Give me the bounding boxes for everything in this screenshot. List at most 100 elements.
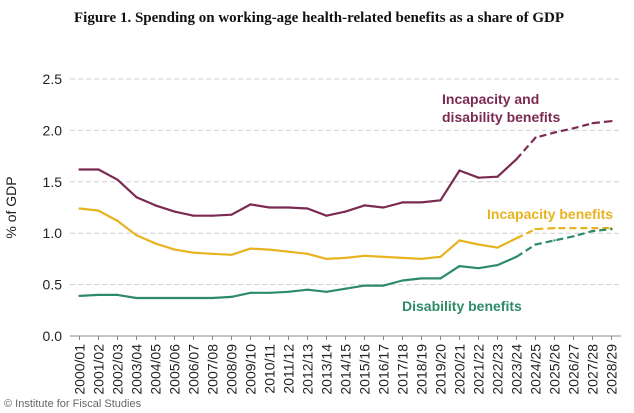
data-point xyxy=(192,214,195,217)
data-point xyxy=(97,293,100,296)
x-tick-label: 2023/24 xyxy=(509,344,525,395)
data-point xyxy=(116,219,119,222)
x-tick-label: 2000/01 xyxy=(72,344,88,395)
y-tick-label: 0.0 xyxy=(43,328,63,344)
series-line-1-actual xyxy=(79,207,517,260)
x-tick-label: 2016/17 xyxy=(376,344,392,395)
data-point xyxy=(572,227,575,230)
series-line-1-projection xyxy=(516,227,612,240)
x-tick-label: 2027/28 xyxy=(585,344,601,395)
series-lines xyxy=(78,120,613,300)
data-point xyxy=(477,243,480,246)
data-point xyxy=(420,201,423,204)
data-point xyxy=(439,199,442,202)
data-point xyxy=(306,207,309,210)
x-tick-label: 2001/02 xyxy=(91,344,107,395)
data-point xyxy=(382,284,385,287)
x-tick-label: 2013/14 xyxy=(319,344,335,395)
series-line-0-actual xyxy=(79,158,518,217)
source-credit: © Institute for Fiscal Studies xyxy=(4,398,142,410)
data-point xyxy=(287,250,290,253)
data-point xyxy=(135,196,138,199)
data-point xyxy=(534,136,537,139)
data-point xyxy=(97,209,100,212)
data-point xyxy=(363,254,366,257)
y-tick-labels: 0.0 0.5 1.0 1.5 2.0 2.5 xyxy=(43,71,63,344)
x-tick-label: 2022/23 xyxy=(490,344,506,395)
data-point xyxy=(268,291,271,294)
x-tick-label: 2020/21 xyxy=(452,344,468,395)
series-line-2-actual xyxy=(79,255,517,300)
data-point xyxy=(78,168,81,171)
data-point xyxy=(591,227,594,230)
x-tick-label: 2005/06 xyxy=(167,344,183,395)
series-labels: Incapacity and disability benefits Incapac… xyxy=(402,91,613,314)
x-tick-label: 2004/05 xyxy=(148,344,164,395)
series-label-0: disability benefits xyxy=(442,109,560,125)
data-point xyxy=(553,131,556,134)
data-point xyxy=(363,204,366,207)
data-point xyxy=(135,234,138,237)
x-tick-label: 2010/11 xyxy=(262,344,278,394)
data-point xyxy=(211,252,214,255)
data-point xyxy=(97,168,100,171)
data-point xyxy=(515,255,518,258)
data-point xyxy=(401,201,404,204)
x-tick-label: 2024/25 xyxy=(528,344,544,395)
data-point xyxy=(401,279,404,282)
data-point xyxy=(211,214,214,217)
chart-title: Figure 1. Spending on working-age health… xyxy=(74,10,565,26)
data-point xyxy=(325,257,328,260)
data-point xyxy=(610,120,613,123)
x-tick-label: 2012/13 xyxy=(300,344,316,395)
data-point xyxy=(325,214,328,217)
data-point xyxy=(306,288,309,291)
data-point xyxy=(230,213,233,216)
data-point xyxy=(610,228,613,231)
x-tick-label: 2015/16 xyxy=(357,344,373,395)
data-point xyxy=(268,206,271,209)
data-point xyxy=(439,255,442,258)
data-point xyxy=(211,296,214,300)
data-point xyxy=(249,247,252,250)
x-tick-label: 2025/26 xyxy=(547,344,563,395)
x-tick-label: 2006/07 xyxy=(186,344,202,395)
data-point xyxy=(344,210,347,213)
data-point xyxy=(553,227,556,230)
data-point xyxy=(439,277,442,280)
y-tick-label: 0.5 xyxy=(43,277,63,293)
x-tick-label: 2008/09 xyxy=(224,344,240,395)
data-point xyxy=(249,203,252,206)
data-point xyxy=(344,256,347,259)
data-point xyxy=(534,228,537,231)
data-point xyxy=(173,296,176,300)
data-point xyxy=(420,257,423,260)
data-point xyxy=(192,251,195,254)
data-point xyxy=(572,127,575,130)
x-tick-label: 2014/15 xyxy=(338,344,354,395)
x-tick-label: 2018/19 xyxy=(414,344,430,395)
x-tick-label: 2007/08 xyxy=(205,344,221,395)
y-tick-label: 1.0 xyxy=(43,225,63,241)
data-point xyxy=(154,242,157,245)
x-tick-label: 2026/27 xyxy=(566,344,582,395)
x-tick-label: 2002/03 xyxy=(110,344,126,395)
data-point xyxy=(173,210,176,213)
data-point xyxy=(78,294,81,297)
x-tick-label: 2028/29 xyxy=(604,344,620,395)
data-point xyxy=(572,235,575,238)
y-tick-label: 2.0 xyxy=(43,122,63,138)
series-line-0-projection xyxy=(515,120,612,160)
data-point xyxy=(325,290,328,293)
series-label-0: Incapacity and xyxy=(442,91,539,107)
data-point xyxy=(382,206,385,209)
series-label-1: Incapacity benefits xyxy=(487,206,613,222)
data-point xyxy=(401,256,404,259)
y-tick-label: 1.5 xyxy=(43,174,63,190)
data-point xyxy=(344,287,347,290)
x-tick-label: 2003/04 xyxy=(129,344,145,395)
data-point xyxy=(458,265,461,268)
x-tick-label: 2021/22 xyxy=(471,344,487,395)
data-point xyxy=(458,169,461,172)
data-point xyxy=(287,206,290,209)
